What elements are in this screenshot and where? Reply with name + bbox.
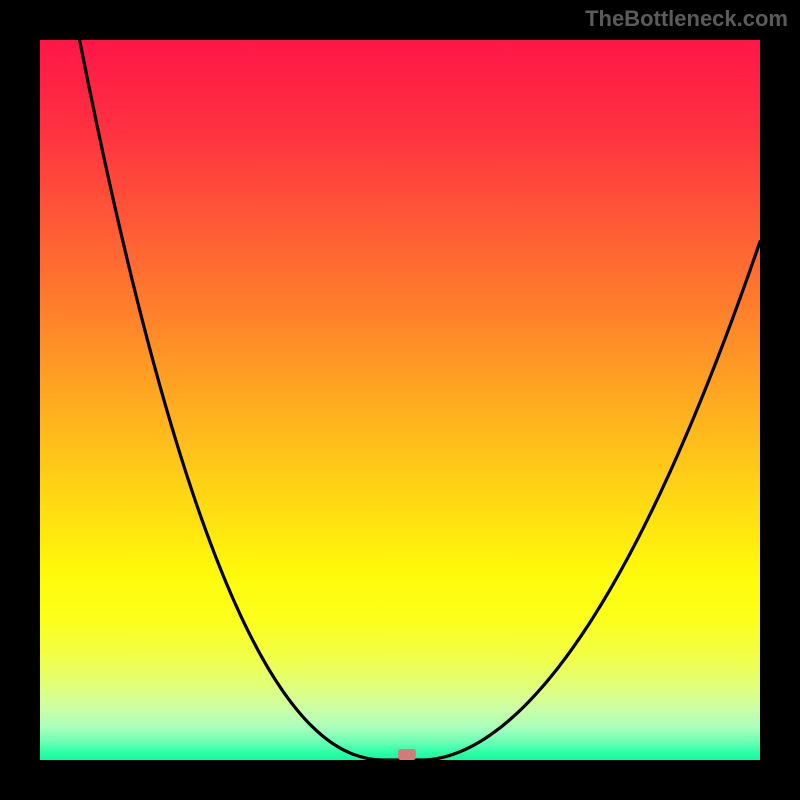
chart-root: TheBottleneck.com xyxy=(0,0,800,800)
plot-border xyxy=(33,33,767,767)
minimum-marker xyxy=(398,749,416,760)
watermark-text: TheBottleneck.com xyxy=(585,6,788,32)
